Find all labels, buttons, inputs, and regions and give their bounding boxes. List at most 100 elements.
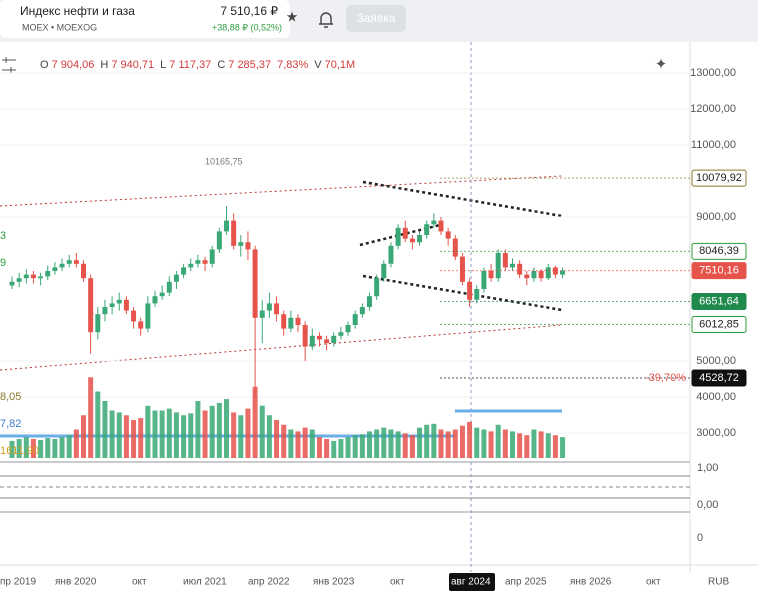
- volume-bar: [388, 429, 394, 458]
- candle-body: [173, 274, 179, 282]
- volume-bar: [424, 424, 430, 458]
- volume-bar: [324, 439, 330, 458]
- y-tick-label: 11000,00: [691, 139, 736, 151]
- x-tick-label: окт: [132, 577, 147, 588]
- max-label: 10165,75: [205, 156, 243, 166]
- volume-bar: [109, 410, 115, 458]
- volume-bar: [409, 435, 415, 458]
- price-label: 7510,16: [699, 265, 739, 277]
- volume-bar: [152, 410, 158, 458]
- candle-body: [52, 267, 58, 271]
- candle-body: [30, 274, 36, 279]
- volume-bar: [438, 429, 444, 458]
- candle-body: [495, 253, 501, 279]
- volume-bar: [173, 412, 179, 458]
- candle-body: [459, 256, 465, 282]
- volume-bar: [502, 429, 508, 458]
- ai-icon[interactable]: ✦: [655, 56, 668, 73]
- candle-body: [73, 260, 79, 264]
- price-label-box: [691, 369, 747, 387]
- volume-bar: [159, 410, 165, 458]
- candle-body: [145, 303, 151, 329]
- trend-line: [0, 324, 563, 371]
- candle-body: [438, 220, 444, 232]
- legend-key: C: [217, 59, 225, 71]
- volume-bar: [295, 431, 301, 458]
- volume-bar: [238, 415, 244, 458]
- volume-bar: [181, 415, 187, 458]
- candle-body: [95, 314, 101, 333]
- candle-body: [274, 303, 280, 315]
- candle-body: [359, 307, 365, 315]
- legend-pct: 7,83%: [277, 59, 308, 71]
- volume-bar: [395, 431, 401, 458]
- volume-bar: [145, 405, 151, 458]
- candle-body: [202, 260, 208, 264]
- candle-body: [374, 278, 380, 297]
- volume-bar: [259, 405, 265, 458]
- candle-body: [45, 271, 51, 277]
- price-label: 10079,92: [696, 172, 742, 184]
- volume-bar: [123, 415, 129, 458]
- volume-bar: [30, 439, 36, 458]
- x-tick-label: янв 2023: [313, 577, 355, 588]
- x-tick-label: апр 2022: [248, 577, 290, 588]
- candle-body: [66, 260, 72, 264]
- price-label: 4528,72: [699, 372, 739, 384]
- volume-bar: [481, 429, 487, 458]
- volume-bar: [367, 431, 372, 458]
- change: +38,88 ₽ (0,52%): [212, 22, 282, 32]
- candle-body: [81, 263, 86, 279]
- legend-key: V: [314, 59, 322, 71]
- volume-bar: [560, 437, 566, 458]
- candle-body: [288, 317, 294, 329]
- legend-value: 70,1M: [325, 59, 356, 71]
- volume-bar: [510, 431, 515, 458]
- volume-bar: [359, 434, 365, 458]
- indicator-label: 1611,90: [0, 445, 39, 457]
- x-tick-label: апр 2025: [505, 577, 547, 588]
- legend-key: O: [40, 59, 49, 71]
- candle-body: [252, 249, 258, 318]
- volume-bar: [488, 431, 494, 458]
- candle-body: [38, 276, 44, 279]
- y-tick-label: 5000,00: [696, 355, 736, 367]
- candle-body: [488, 271, 494, 279]
- settings-icon[interactable]: [2, 57, 16, 73]
- volume-bar: [266, 415, 272, 458]
- volume-bar: [274, 420, 280, 458]
- volume-bar: [73, 429, 79, 458]
- legend-value: 7 117,37: [169, 59, 211, 71]
- star[interactable]: ★: [286, 9, 299, 25]
- ticker: MOEX • MOEXOG: [22, 22, 97, 32]
- candle-body: [467, 281, 473, 300]
- candle-body: [59, 263, 65, 268]
- volume-bar: [209, 405, 215, 458]
- candle-body: [424, 224, 430, 235]
- candle-body: [195, 260, 201, 264]
- candle-body: [309, 335, 315, 347]
- volume-bar: [474, 427, 480, 458]
- legend-key: H: [100, 59, 108, 71]
- candle-body: [538, 271, 544, 279]
- volume-bar: [116, 412, 122, 458]
- candle-body: [352, 314, 358, 325]
- order-button[interactable]: [346, 5, 406, 32]
- candle-body: [502, 253, 508, 268]
- price-label: 6012,85: [699, 318, 739, 330]
- candle-body: [552, 267, 558, 275]
- legend-value: 7 940,71: [111, 59, 154, 71]
- x-tick-label: июл 2021: [183, 577, 227, 588]
- candle-body: [159, 292, 165, 297]
- macd-label: 0: [697, 532, 703, 544]
- volume-bar: [81, 415, 86, 458]
- candle-body: [231, 220, 237, 246]
- bell[interactable]: [319, 12, 333, 28]
- candle-body: [181, 267, 187, 275]
- candle-body: [131, 310, 137, 322]
- volume-bar: [202, 410, 208, 458]
- y-tick-label: 9000,00: [696, 211, 736, 223]
- candle-body: [331, 335, 337, 343]
- ticker-card[interactable]: [0, 0, 290, 38]
- indicator-label: 3: [0, 230, 6, 242]
